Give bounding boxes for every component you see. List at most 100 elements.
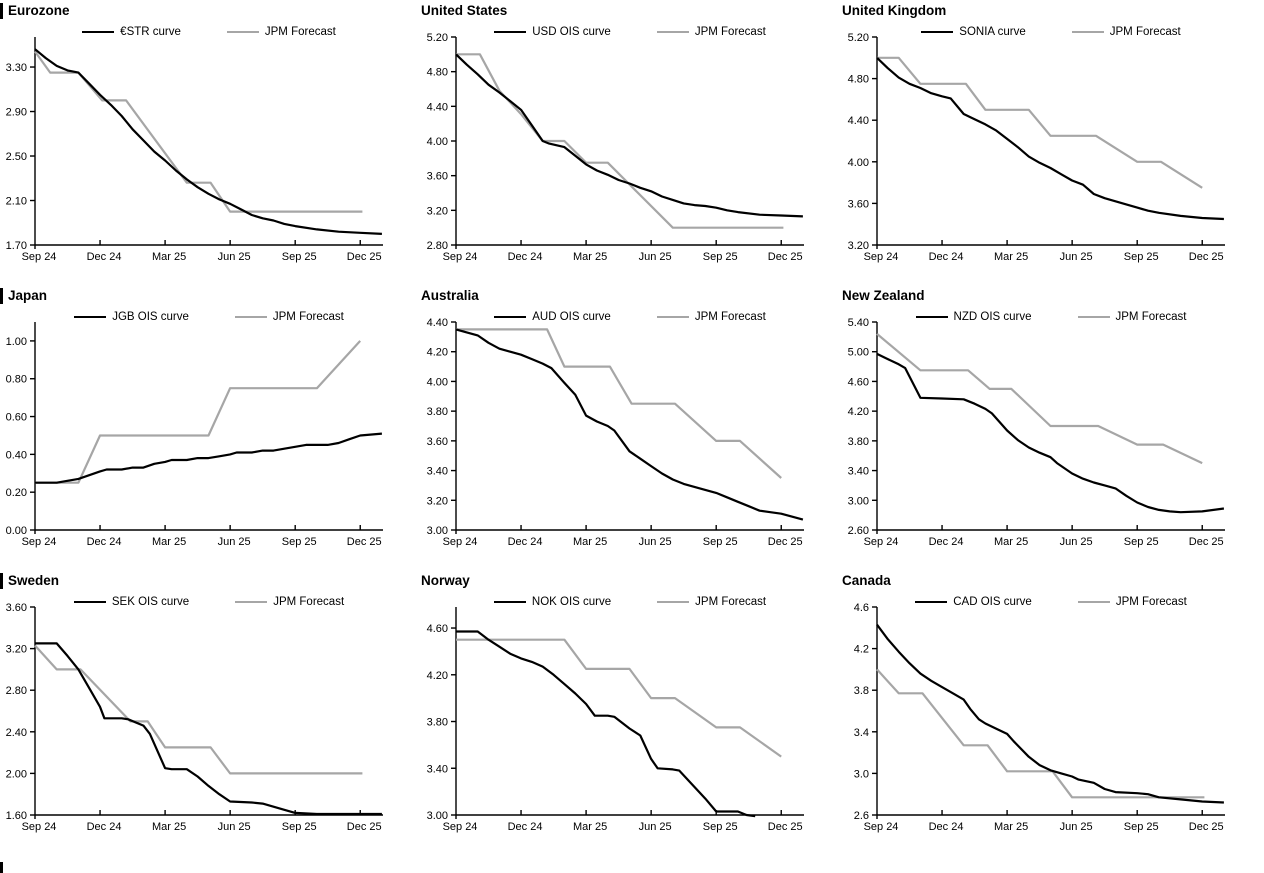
y-tick-label: 4.40 bbox=[427, 317, 448, 329]
curve-line bbox=[34, 48, 382, 235]
x-tick-label: Jun 25 bbox=[218, 251, 251, 263]
forecast-line bbox=[456, 638, 782, 758]
x-tick-label: Jun 25 bbox=[218, 536, 251, 548]
forecast-line-swatch-icon bbox=[1071, 31, 1104, 33]
legend-item-curve: CAD OIS curve bbox=[915, 596, 1032, 608]
y-tick-label: 3.80 bbox=[427, 717, 448, 729]
y-tick-label: 4.00 bbox=[848, 157, 869, 169]
x-tick-label: Jun 25 bbox=[218, 821, 251, 833]
forecast-line-swatch-icon bbox=[656, 316, 689, 318]
chart-title-row: United States bbox=[421, 1, 507, 20]
curve-line-swatch-icon bbox=[82, 31, 115, 33]
x-tick-label: Sep 24 bbox=[22, 251, 57, 263]
x-tick-label: Sep 25 bbox=[1124, 821, 1159, 833]
x-tick-label: Sep 24 bbox=[864, 821, 899, 833]
y-tick-label: 2.6 bbox=[854, 810, 869, 822]
y-tick-label: 0.20 bbox=[6, 487, 27, 499]
forecast-line bbox=[34, 644, 363, 775]
y-tick-label: 3.20 bbox=[6, 644, 27, 656]
y-tick-label: 2.60 bbox=[848, 525, 869, 537]
chart-title-row: United Kingdom bbox=[842, 1, 946, 20]
y-tick-label: 3.60 bbox=[848, 198, 869, 210]
legend-item-curve: JGB OIS curve bbox=[74, 311, 189, 323]
chart-title-row: Canada bbox=[842, 571, 891, 590]
page-footer bbox=[0, 855, 1264, 873]
y-tick-label: 4.80 bbox=[427, 67, 448, 79]
x-tick-label: Mar 25 bbox=[152, 821, 186, 833]
x-tick-label: Dec 25 bbox=[1189, 821, 1224, 833]
curve-legend-label: CAD OIS curve bbox=[953, 596, 1032, 608]
forecast-line-swatch-icon bbox=[656, 31, 689, 33]
x-tick-label: Jun 25 bbox=[1060, 251, 1093, 263]
x-tick-label: Sep 24 bbox=[864, 251, 899, 263]
legend-item-forecast: JPM Forecast bbox=[1077, 596, 1187, 608]
x-tick-label: Sep 24 bbox=[443, 536, 478, 548]
chart-title: Eurozone bbox=[8, 2, 70, 18]
x-tick-label: Mar 25 bbox=[573, 536, 607, 548]
y-tick-label: 2.00 bbox=[6, 768, 27, 780]
x-tick-label: Mar 25 bbox=[994, 821, 1028, 833]
y-tick-label: 4.2 bbox=[854, 644, 869, 656]
chart-legend: USD OIS curve JPM Forecast bbox=[456, 26, 804, 38]
chart-title: Australia bbox=[421, 287, 479, 303]
chart-legend: AUD OIS curve JPM Forecast bbox=[456, 311, 804, 323]
x-tick-label: Sep 24 bbox=[443, 251, 478, 263]
legend-item-forecast: JPM Forecast bbox=[226, 26, 336, 38]
x-tick-label: Dec 24 bbox=[87, 821, 122, 833]
y-tick-label: 3.8 bbox=[854, 685, 869, 697]
y-tick-label: 0.00 bbox=[6, 525, 27, 537]
chart-title: United States bbox=[421, 2, 508, 18]
chart-title-row: Japan bbox=[0, 286, 47, 305]
y-tick-label: 1.60 bbox=[6, 810, 27, 822]
forecast-line bbox=[877, 56, 1203, 189]
curve-legend-label: NOK OIS curve bbox=[531, 596, 612, 608]
x-tick-label: Sep 25 bbox=[282, 536, 317, 548]
legend-item-curve: NZD OIS curve bbox=[915, 311, 1032, 323]
y-tick-label: 0.40 bbox=[6, 449, 27, 461]
y-tick-label: 0.60 bbox=[6, 412, 27, 424]
y-tick-label: 3.40 bbox=[427, 763, 448, 775]
chart-title-row: Sweden bbox=[0, 571, 59, 590]
x-tick-label: Mar 25 bbox=[573, 251, 607, 263]
forecast-line-swatch-icon bbox=[235, 601, 268, 603]
y-tick-label: 3.80 bbox=[848, 436, 869, 448]
forecast-legend-label: JPM Forecast bbox=[1109, 26, 1181, 38]
chart-title: United Kingdom bbox=[842, 2, 947, 18]
curve-line-swatch-icon bbox=[494, 316, 527, 318]
forecast-line-swatch-icon bbox=[234, 316, 267, 318]
chart-title-row: Australia bbox=[421, 286, 479, 305]
chart-legend: SEK OIS curve JPM Forecast bbox=[35, 596, 383, 608]
chart-title-row: Eurozone bbox=[0, 1, 70, 20]
y-tick-label: 2.90 bbox=[6, 107, 27, 119]
legend-item-forecast: JPM Forecast bbox=[656, 26, 766, 38]
x-tick-label: Sep 25 bbox=[282, 251, 317, 263]
curve-legend-label: AUD OIS curve bbox=[532, 311, 611, 323]
y-tick-label: 3.4 bbox=[854, 727, 869, 739]
x-tick-label: Dec 24 bbox=[508, 536, 543, 548]
section-bar-icon bbox=[0, 572, 3, 589]
chart-title: New Zealand bbox=[842, 287, 925, 303]
curve-line-swatch-icon bbox=[494, 31, 527, 33]
forecast-legend-label: JPM Forecast bbox=[264, 26, 336, 38]
y-tick-label: 2.50 bbox=[6, 151, 27, 163]
x-tick-label: Dec 25 bbox=[347, 821, 382, 833]
x-tick-label: Sep 24 bbox=[22, 536, 57, 548]
y-tick-label: 5.40 bbox=[848, 317, 869, 329]
forecast-line-swatch-icon bbox=[1077, 601, 1110, 603]
y-tick-label: 3.0 bbox=[854, 768, 869, 780]
y-tick-label: 4.6 bbox=[854, 602, 869, 614]
legend-item-forecast: JPM Forecast bbox=[657, 596, 766, 608]
x-tick-label: Mar 25 bbox=[152, 251, 186, 263]
curve-line-swatch-icon bbox=[74, 316, 107, 318]
x-tick-label: Sep 25 bbox=[282, 821, 317, 833]
charts-grid: 1.70 2.10 2.50 2.90 3.30 Sep 24 Dec 24 Mar 25 Ju… bbox=[0, 1, 1225, 833]
y-tick-label: 1.70 bbox=[6, 240, 27, 252]
x-tick-label: Jun 25 bbox=[1060, 821, 1093, 833]
x-tick-label: Sep 25 bbox=[703, 536, 738, 548]
x-tick-label: Sep 24 bbox=[864, 536, 899, 548]
curve-line-swatch-icon bbox=[915, 601, 948, 603]
chart-legend: SONIA curve JPM Forecast bbox=[877, 26, 1225, 38]
x-tick-label: Dec 24 bbox=[87, 251, 122, 263]
line-chart-japan: 0.00 0.20 0.40 0.60 0.80 1.00 Sep 24 Dec 24 Mar … bbox=[6, 322, 383, 548]
x-tick-label: Sep 24 bbox=[22, 821, 57, 833]
